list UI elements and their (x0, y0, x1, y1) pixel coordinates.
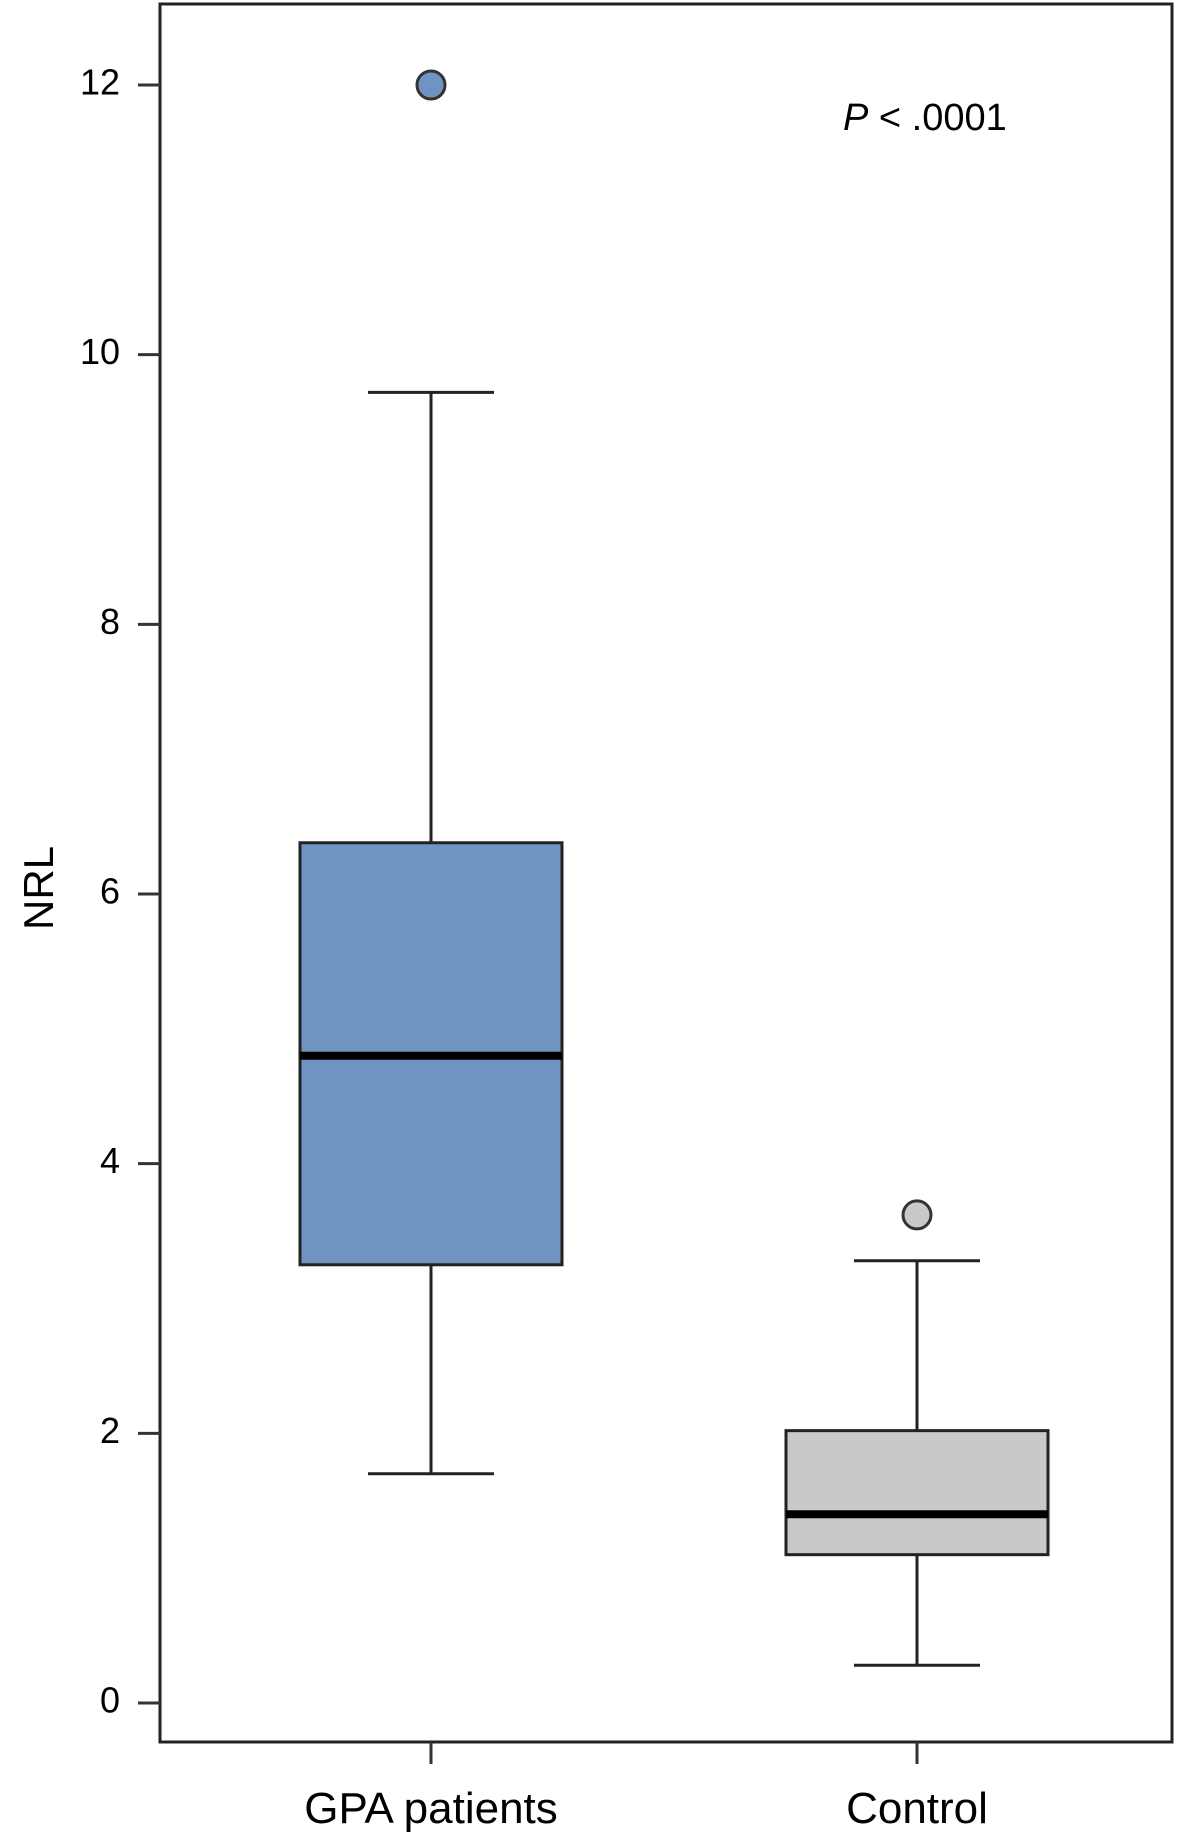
boxes-layer (298, 69, 1050, 1667)
outlier-point (415, 69, 447, 101)
y-tick-label: 6 (100, 871, 120, 912)
plot-frame (158, 2, 1174, 1744)
outlier-point (901, 1199, 933, 1231)
x-category-label: GPA patients (304, 1784, 558, 1833)
p-value-annotation: P < .0001 (843, 97, 1007, 139)
y-tick-label: 8 (100, 601, 120, 642)
y-axis-title: NRL (15, 846, 62, 930)
y-tick-label: 4 (100, 1140, 120, 1181)
x-category-label: Control (846, 1784, 988, 1833)
p-value-symbol: P (843, 97, 869, 139)
y-tick-label: 2 (100, 1410, 120, 1451)
iqr-box (784, 1429, 1050, 1557)
x-axis: GPA patients Control (304, 1742, 988, 1833)
p-value-text: < .0001 (868, 97, 1006, 139)
y-tick-label: 10 (80, 331, 120, 372)
box-group (298, 69, 564, 1476)
y-tick-label: 0 (100, 1680, 120, 1721)
y-tick-label: 12 (80, 62, 120, 103)
box-group (784, 1199, 1050, 1667)
y-axis: 0 2 4 6 8 10 12 (80, 62, 160, 1721)
